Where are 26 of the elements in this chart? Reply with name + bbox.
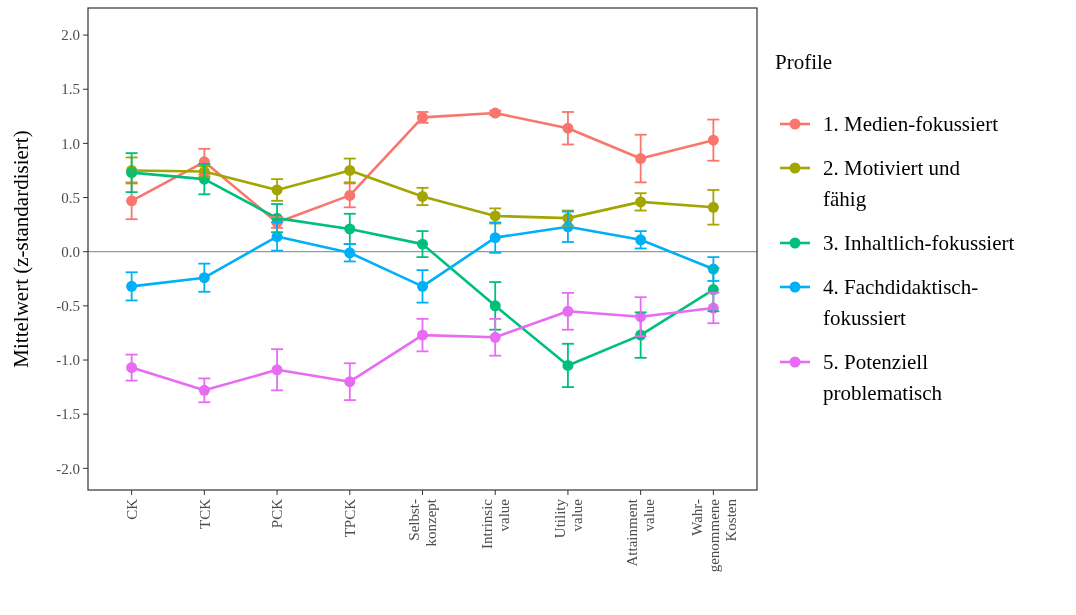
legend-title: Profile — [775, 50, 833, 75]
x-tick-label: TPCK — [342, 498, 359, 538]
y-tick-label: -1.5 — [56, 406, 80, 423]
y-tick-label: 1.0 — [61, 135, 80, 152]
y-tick-label: -2.0 — [56, 460, 80, 477]
legend-label: 1. Medien-fokussiert — [823, 112, 999, 137]
y-tick-label: -0.5 — [56, 298, 80, 315]
legend-label: 3. Inhaltlich-fokussiert — [823, 231, 1015, 256]
legend-label: 5. Potenziell problematisch — [823, 350, 943, 406]
x-tick-label: TCK — [196, 498, 213, 529]
x-tick-label: Utility value — [551, 498, 585, 539]
y-tick-label: 1.5 — [61, 81, 80, 98]
y-axis-title: Mittelwert (z-standardisiert) — [9, 130, 33, 368]
x-tick-label: Wahr- genommene Kosten — [688, 498, 739, 573]
x-tick-label: CK — [123, 498, 140, 520]
y-tick-label: 0.5 — [61, 189, 80, 206]
x-tick-label: PCK — [269, 498, 286, 529]
y-tick-label: 2.0 — [61, 27, 80, 44]
x-tick-label: Intrinsic value — [478, 498, 512, 549]
legend-label: 2. Motiviert und fähig — [823, 156, 961, 212]
y-tick-label: 0.0 — [61, 243, 80, 260]
y-tick-label: -1.0 — [56, 352, 80, 369]
legend-label: 4. Fachdidaktisch- fokussiert — [823, 275, 979, 331]
x-tick-label: Selbst- konzept — [406, 498, 440, 547]
point — [417, 190, 428, 202]
x-tick-label: Attainment value — [624, 498, 658, 567]
